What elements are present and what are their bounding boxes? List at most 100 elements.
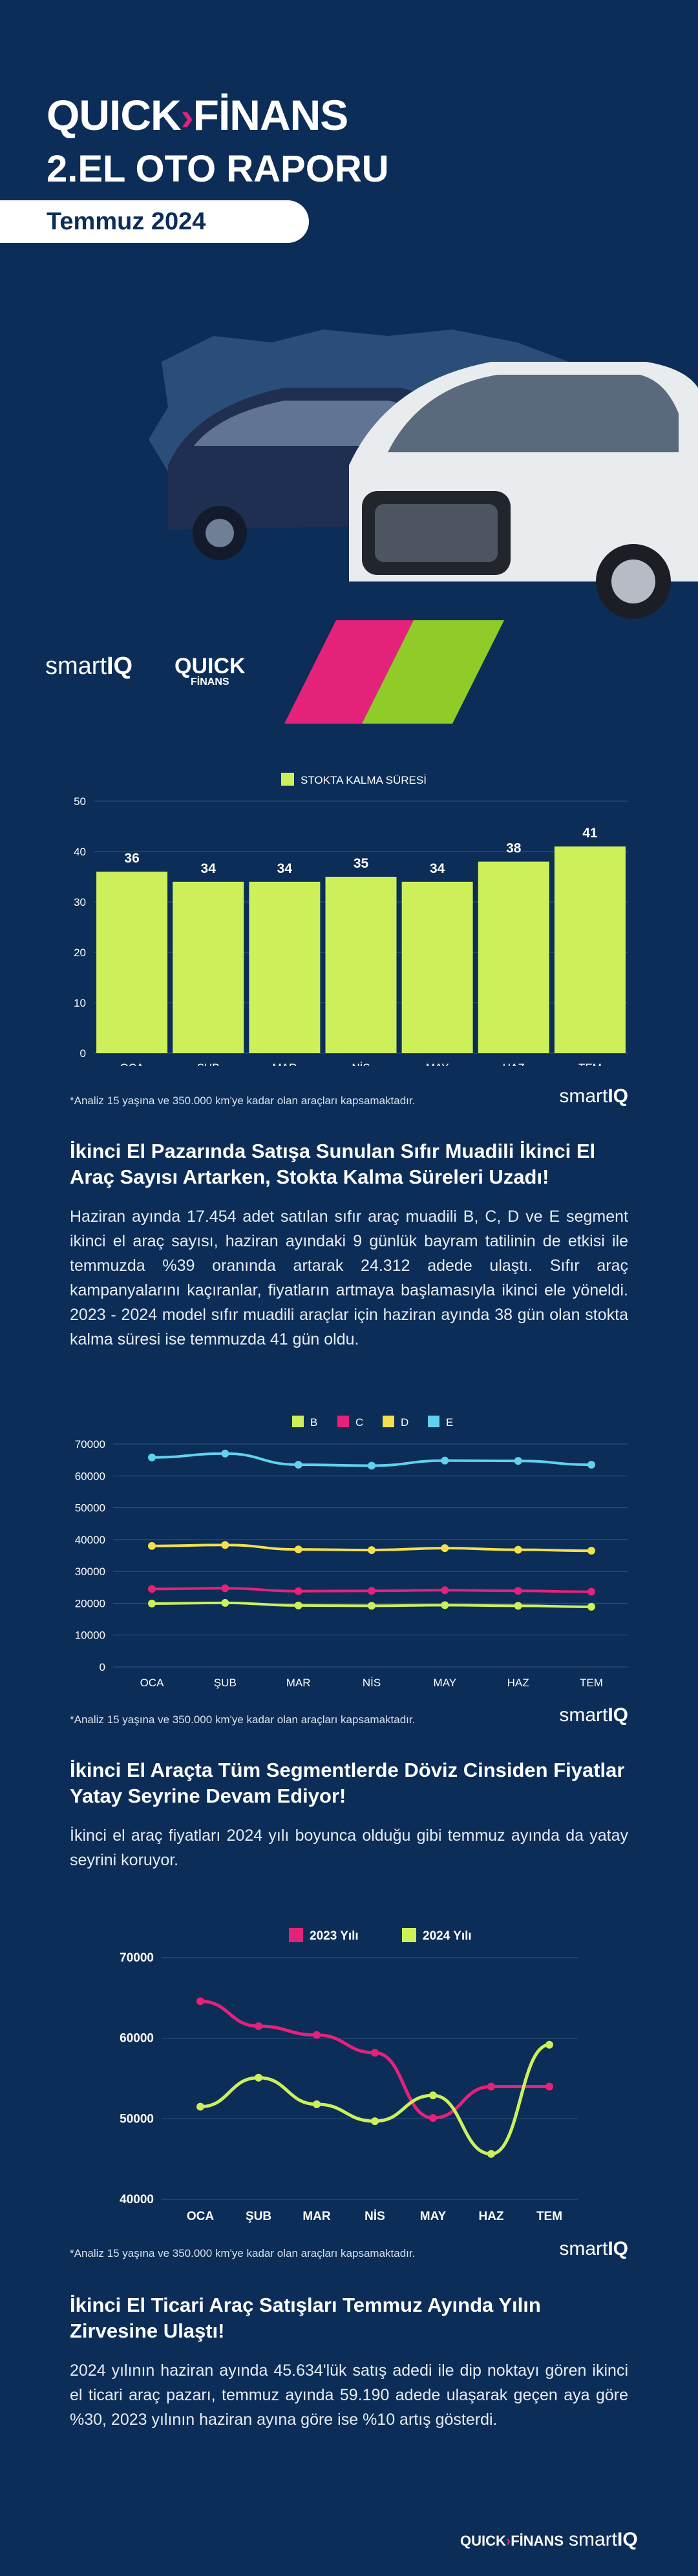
commercial-sales-line-chart: 40000 50000 60000 70000 2023 Yılı 2024 Yılı OC… — [120, 1928, 578, 2223]
x-tick-label: TEM — [580, 1677, 603, 1689]
data-point — [487, 2082, 495, 2091]
legend-swatch — [281, 773, 294, 786]
data-point — [221, 1449, 229, 1458]
data-point — [255, 2022, 262, 2030]
y-tick-label: 10000 — [75, 1629, 105, 1642]
data-point — [148, 1599, 156, 1607]
data-point — [441, 1544, 449, 1553]
footer-smartiq-logo: smartIQ — [569, 2529, 638, 2550]
y-tick-label: 0 — [100, 1661, 105, 1673]
data-point — [371, 2117, 379, 2126]
bar-may — [401, 881, 473, 1053]
data-point — [221, 1598, 229, 1607]
y-tick-label: 40000 — [120, 2193, 154, 2206]
legend-swatch — [292, 1416, 304, 1427]
data-point — [514, 1602, 522, 1610]
bar-ni̇s — [325, 877, 397, 1053]
legend-swatch — [402, 1928, 416, 1942]
data-point — [487, 2150, 495, 2158]
data-point — [148, 1585, 156, 1593]
x-tick-label: MAR — [272, 1062, 297, 1066]
data-point — [221, 1541, 229, 1549]
chart3-smartiq-logo: smartIQ — [559, 2238, 628, 2259]
legend-swatch — [337, 1416, 349, 1427]
pink-stripe — [284, 620, 414, 724]
data-point — [255, 2073, 262, 2082]
quick-finans-logo: QUICK›FİNANS — [47, 90, 348, 140]
legend-swatch — [289, 1928, 303, 1942]
data-point — [587, 1602, 595, 1611]
data-point — [587, 1547, 595, 1555]
green-stripe — [362, 620, 504, 724]
x-tick-label: MAY — [434, 1677, 457, 1689]
bar-value-label: 38 — [506, 841, 522, 856]
x-tick-label: ŞUB — [197, 1062, 220, 1066]
legend-swatch — [383, 1416, 394, 1427]
chart1-note: *Analiz 15 yaşına ve 350.000 km'ye kadar… — [70, 1094, 416, 1107]
x-tick-label: HAZ — [507, 1677, 529, 1689]
chart2-smartiq-logo: smartIQ — [559, 1704, 628, 1726]
data-point — [514, 1545, 522, 1554]
data-point — [294, 1601, 302, 1609]
y-tick-label: 70000 — [120, 1951, 154, 1965]
x-tick-label: OCA — [187, 2210, 215, 2223]
data-point — [368, 1587, 375, 1595]
x-tick-label: HAZ — [503, 1062, 525, 1066]
data-point — [196, 2102, 204, 2111]
y-tick-label: 50 — [74, 795, 86, 808]
footer: QUICK›FİNANS smartIQ — [0, 2507, 698, 2576]
legend-label: C — [355, 1416, 363, 1429]
quick-finans-mini-logo: QUICK FİNANS — [174, 654, 246, 687]
data-point — [196, 1997, 204, 2005]
x-tick-label: NİS — [352, 1062, 370, 1066]
x-tick-label: MAR — [302, 2210, 331, 2223]
legend-swatch — [428, 1416, 439, 1427]
legend-label: B — [310, 1416, 317, 1429]
y-tick-label: 0 — [80, 1047, 86, 1060]
chart3-note: *Analiz 15 yaşına ve 350.000 km'ye kadar… — [70, 2247, 416, 2259]
report-date: Temmuz 2024 — [0, 200, 309, 243]
hero-banner: QUICK›FİNANS 2.EL OTO RAPORU Temmuz 2024… — [0, 0, 698, 730]
x-tick-label: HAZ — [478, 2210, 503, 2223]
stock-duration-bar-chart: 0 10 20 30 40 50 STOKTA KALMA SÜRESİ 36 OCA 34 ŞUB… — [74, 773, 628, 1066]
data-point — [545, 2082, 553, 2091]
x-tick-label: OCA — [140, 1677, 165, 1689]
x-tick-label: MAR — [286, 1677, 311, 1689]
data-point — [514, 1457, 522, 1465]
section2-title: İkinci El Araçta Tüm Segmentlerde Döviz … — [70, 1759, 625, 1807]
bar-tem — [554, 846, 626, 1053]
logo-quick-text: QUICK — [47, 91, 182, 139]
data-point — [368, 1602, 375, 1610]
smartiq-logo: smartIQ — [45, 653, 133, 680]
legend-label: D — [401, 1416, 408, 1429]
data-point — [441, 1456, 449, 1465]
chevron-right-icon: › — [180, 95, 194, 138]
x-tick-label: NİS — [365, 2210, 385, 2223]
segment-price-line-chart: 0 10000 20000 30000 40000 50000 60000 70000 B C D E… — [75, 1416, 628, 1689]
data-point — [294, 1545, 302, 1554]
legend-label: STOKTA KALMA SÜRESİ — [301, 774, 427, 786]
x-tick-label: NİS — [363, 1677, 381, 1689]
footer-quick-logo: QUICK›FİNANS — [460, 2533, 564, 2549]
x-tick-label: OCA — [120, 1062, 145, 1066]
legend-label: 2023 Yılı — [310, 1929, 359, 1943]
y-tick-label: 40 — [74, 846, 86, 858]
data-point — [368, 1461, 375, 1470]
report-title: 2.EL OTO RAPORU — [47, 148, 389, 190]
y-tick-label: 70000 — [75, 1438, 105, 1450]
data-point — [368, 1546, 375, 1555]
chart2-note: *Analiz 15 yaşına ve 350.000 km'ye kadar… — [70, 1713, 416, 1726]
section2-body: İkinci el araç fiyatları 2024 yılı boyun… — [70, 1827, 628, 1869]
data-point — [429, 2114, 437, 2122]
data-point — [587, 1461, 595, 1469]
data-point — [441, 1586, 449, 1595]
section1-body: Haziran ayında 17.454 adet satılan sıfır… — [70, 1208, 628, 1348]
y-tick-label: 30 — [74, 896, 86, 908]
data-point — [313, 2031, 321, 2039]
bar-value-label: 36 — [124, 851, 139, 866]
data-point — [313, 2100, 321, 2108]
x-tick-label: TEM — [536, 2210, 562, 2223]
section3-body: 2024 yılının haziran ayında 45.634'lük s… — [70, 2361, 628, 2429]
bar-value-label: 34 — [201, 861, 217, 876]
series-line — [200, 2043, 550, 2156]
